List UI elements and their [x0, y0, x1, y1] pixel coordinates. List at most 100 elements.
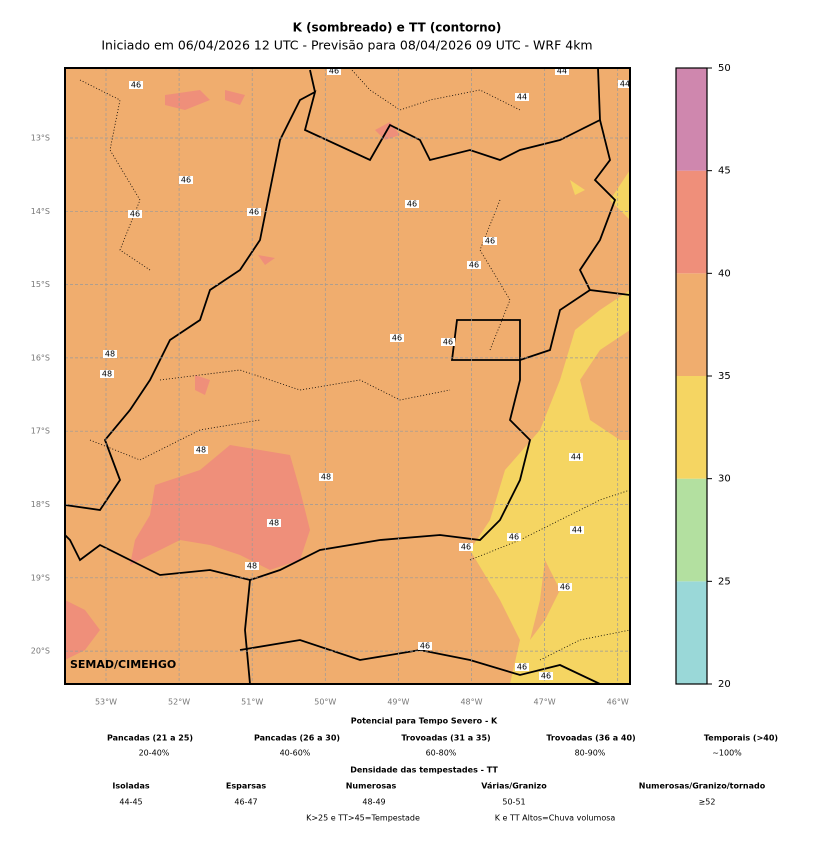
legend-label: Várias/Granizo [481, 782, 547, 791]
legend-label: Numerosas [346, 782, 397, 791]
legend-range: 46-47 [234, 798, 257, 807]
label-bg [390, 334, 404, 342]
contour-label: 46 [249, 208, 259, 217]
legend: Potencial para Tempo Severo - K Pancadas … [107, 717, 778, 823]
label-bg [569, 453, 583, 461]
label-bg [570, 526, 584, 534]
colorbar-segment [676, 273, 707, 376]
legend-range: 50-51 [502, 798, 525, 807]
map-frame [64, 67, 631, 685]
label-bg [459, 543, 473, 551]
state-borders [65, 68, 630, 684]
lat-label: 16°S [31, 353, 50, 362]
orange-patch [530, 330, 630, 640]
contour-label: 48 [321, 473, 331, 482]
colorbar-segment [676, 68, 707, 171]
contour-label: 46 [509, 533, 519, 542]
contour-label: 46 [469, 261, 479, 270]
legend-label: Numerosas/Granizo/tornado [639, 782, 766, 791]
legend-note: K e TT Altos=Chuva volumosa [495, 814, 616, 823]
label-bg [618, 80, 630, 88]
contour-label: 46 [485, 237, 495, 246]
legend-range: 40-60% [280, 749, 311, 758]
label-bg [515, 663, 529, 671]
legend-label: Trovoadas (31 a 35) [401, 734, 490, 743]
lat-label: 17°S [31, 427, 50, 436]
lon-label: 52°W [168, 698, 190, 707]
legend-range: 80-90% [575, 749, 606, 758]
map: 46 46 44 44 44 46 46 46 46 46 46 46 46 48 48 48 48 44 44 46… [65, 67, 630, 684]
contour-label: 46 [131, 81, 141, 90]
lat-label: 18°S [31, 500, 50, 509]
label-bg [103, 350, 117, 358]
contour-label: 46 [443, 338, 453, 347]
label-bg [179, 176, 193, 184]
colorbar-segment [676, 376, 707, 479]
graticule [65, 68, 630, 684]
label-bg [441, 338, 455, 346]
legend-label: Pancadas (26 a 30) [254, 734, 340, 743]
label-bg [558, 583, 572, 591]
lat-label: 13°S [31, 134, 50, 143]
label-bg [245, 562, 259, 570]
contour-label: 46 [560, 583, 570, 592]
lon-label: 47°W [534, 698, 556, 707]
lon-label: 49°W [387, 698, 409, 707]
colorbar-segment [676, 581, 707, 684]
colorbar-label: 20 [718, 679, 731, 690]
lat-label: 15°S [31, 280, 50, 289]
legend-label: Esparsas [226, 782, 266, 791]
contour-label: 44 [620, 80, 630, 89]
label-bg [555, 68, 569, 75]
legend-title: Potencial para Tempo Severo - K [351, 717, 498, 726]
legend-range: ~100% [712, 749, 742, 758]
lon-label: 51°W [241, 698, 263, 707]
label-bg [319, 473, 333, 481]
lat-label: 20°S [31, 647, 50, 656]
colorbar-segment [676, 478, 707, 582]
legend-label: Isoladas [112, 782, 150, 791]
contour-label: 48 [269, 519, 279, 528]
label-bg [267, 519, 281, 527]
legend-title: Densidade das tempestades - TT [350, 766, 498, 775]
legend-note: K>25 e TT>45=Tempestade [306, 814, 420, 823]
contour-label: 46 [420, 642, 430, 651]
label-bg [405, 200, 419, 208]
lon-label: 48°W [460, 698, 482, 707]
contour-label: 46 [181, 176, 191, 185]
contour-label: 46 [392, 334, 402, 343]
label-bg [128, 210, 142, 218]
label-bg [100, 370, 114, 378]
label-bg [539, 672, 553, 680]
label-bg [467, 261, 481, 269]
lat-label: 14°S [31, 207, 50, 216]
colorbar-label: 35 [718, 371, 731, 382]
contour-label: 48 [105, 350, 115, 359]
label-bg [483, 237, 497, 245]
contour-label: 48 [247, 562, 257, 571]
colorbar-label: 50 [718, 63, 731, 74]
legend-label: Pancadas (21 a 25) [107, 734, 193, 743]
contour-label: 48 [196, 446, 206, 455]
contour-labels: 46 46 44 44 44 46 46 46 46 46 46 46 46 48 48 48 48 44 44 46… [100, 67, 630, 681]
contour-label: 44 [557, 67, 567, 76]
contour-label: 46 [407, 200, 417, 209]
legend-range: 44-45 [119, 798, 142, 807]
municipal-lines [79, 68, 630, 661]
contour-label: 44 [571, 453, 581, 462]
colorbar-segment [676, 170, 707, 274]
label-bg [129, 81, 143, 89]
contour-label: 44 [572, 526, 582, 535]
legend-range: 20-40% [139, 749, 170, 758]
colorbar-label: 40 [718, 268, 731, 279]
label-bg [194, 446, 208, 454]
label-bg [507, 533, 521, 541]
colorbar: 20 25 30 35 40 45 50 [675, 63, 731, 690]
contour-label: 46 [329, 67, 339, 76]
lon-label: 46°W [607, 698, 629, 707]
colorbar-label: 25 [718, 576, 731, 587]
contour-label: 44 [517, 93, 527, 102]
colorbar-label: 30 [718, 474, 731, 485]
lon-label: 53°W [95, 698, 117, 707]
colorbar-label: 45 [718, 166, 731, 177]
